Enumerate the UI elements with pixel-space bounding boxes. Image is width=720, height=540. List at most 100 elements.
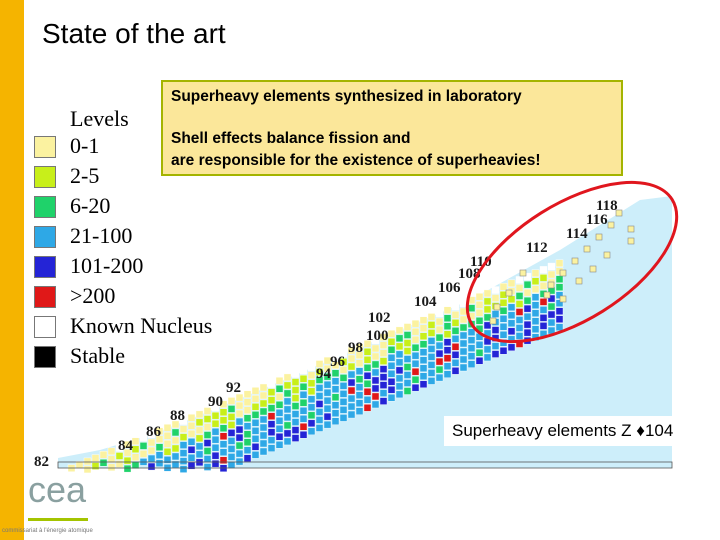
nuclide-cell <box>291 386 300 394</box>
nuclide-cell <box>299 423 308 431</box>
info-callout-heading: Superheavy elements synthesized in labor… <box>171 88 522 105</box>
nuclide-cell <box>355 383 364 391</box>
nuclide-cell <box>131 445 140 453</box>
nuclide-cell <box>499 307 508 315</box>
legend-label: 2-5 <box>70 163 100 188</box>
legend-item-21-100: 21-100 <box>32 223 242 250</box>
nuclide-cell <box>427 369 436 377</box>
nuclide-cell <box>227 405 236 413</box>
nuclide-cell <box>227 413 236 421</box>
nuclide-cell <box>291 410 300 418</box>
superheavy-caption: Superheavy elements Z ♦104 <box>444 416 719 446</box>
nuclide-cell <box>163 440 172 448</box>
nuclide-cell <box>235 393 244 402</box>
nuclide-cell <box>475 317 484 325</box>
nuclide-cell <box>251 411 260 419</box>
nuclide-cell <box>443 338 452 346</box>
nuclide-cell <box>387 354 396 362</box>
nuclide-cell <box>547 302 556 311</box>
nuclide-cell <box>291 394 300 402</box>
nuclide-cell <box>243 446 252 454</box>
nuclide-cell <box>547 310 556 319</box>
legend-item-0-1: 0-1 <box>32 133 242 160</box>
nuclide-cell <box>339 406 348 414</box>
nuclide-cell <box>195 450 204 459</box>
nuclide-cell <box>283 429 292 438</box>
nuclide-cell <box>347 394 356 403</box>
nuclide-cell <box>355 367 364 375</box>
nuclide-cell <box>395 374 404 383</box>
nuclide-cell <box>387 378 396 386</box>
nuclide-cell <box>179 417 188 425</box>
nuclide-cell <box>227 453 236 461</box>
nuclide-cell <box>483 321 492 330</box>
nuclide-cell <box>507 303 516 312</box>
nuclide-cell <box>259 391 268 400</box>
nuclide-cell <box>539 314 548 322</box>
nuclide-cell <box>483 289 492 298</box>
nuclide-cell <box>267 436 276 444</box>
nuclide-cell <box>211 443 220 452</box>
nuclide-cell <box>435 373 444 382</box>
nuclide-cell <box>179 457 188 465</box>
nuclide-cell <box>451 335 460 343</box>
nuclide-cell <box>531 325 540 333</box>
legend-label: Stable <box>70 343 125 368</box>
nuclide-cell <box>523 328 532 337</box>
nuclide-cell <box>307 427 316 436</box>
nuclide-cell <box>459 347 468 356</box>
nuclide-cell <box>347 354 356 363</box>
nuclide-cell <box>323 356 332 365</box>
nuclide-cell <box>507 327 516 336</box>
nuclide-cell <box>331 369 340 377</box>
nuclide-cell <box>459 315 468 324</box>
nuclide-cell <box>323 420 332 429</box>
nuclide-cell <box>259 439 268 448</box>
legend-swatch-101-200 <box>34 256 56 278</box>
nuclide-cell <box>387 394 396 402</box>
legend-item-over-200: >200 <box>32 283 242 310</box>
nuclide-cell <box>443 322 452 330</box>
nuclide-cell <box>307 371 316 380</box>
nuclide-cell <box>211 411 220 420</box>
nuclide-cell <box>251 419 260 427</box>
legend-label: 0-1 <box>70 133 100 158</box>
nuclide-cell <box>331 385 340 393</box>
nuclide-cell <box>275 425 284 433</box>
nuclide-cell <box>267 420 276 428</box>
nuclide-cell <box>419 380 428 388</box>
nuclide-cell <box>283 421 292 430</box>
nuclide-cell <box>267 428 276 436</box>
nuclide-cell <box>107 455 116 464</box>
nuclide-cell <box>235 433 244 442</box>
nuclide-cell <box>451 319 460 327</box>
nuclide-cell <box>467 304 476 312</box>
nuclide-cell <box>227 429 236 437</box>
nuclide-cell <box>483 313 492 322</box>
nuclide-cell <box>507 295 516 304</box>
nuclide-cell <box>467 352 476 360</box>
nuclide-cell <box>195 418 204 427</box>
nuclide-cell <box>379 373 388 381</box>
nuclide-cell <box>155 443 164 451</box>
nuclide-cell <box>251 451 260 459</box>
nuclide-cell <box>147 446 156 455</box>
nuclide-cell <box>203 415 212 423</box>
nuclide-cell <box>227 445 236 453</box>
z-number-label: 94 <box>316 366 332 382</box>
nuclide-cell <box>147 462 156 471</box>
superheavy-nuclide-cell <box>519 269 527 277</box>
nuclide-cell <box>275 441 284 449</box>
nuclide-cell <box>539 274 548 282</box>
nuclide-cell <box>251 403 260 411</box>
z-number-label: 116 <box>586 212 608 228</box>
nuclide-cell <box>339 358 348 366</box>
nuclide-cell <box>307 379 316 388</box>
nuclide-cell <box>547 294 556 303</box>
nuclide-cell <box>323 388 332 397</box>
nuclide-cell <box>299 431 308 439</box>
nuclide-cell <box>395 358 404 367</box>
nuclide-cell <box>363 356 372 364</box>
z-number-label: 118 <box>596 198 618 214</box>
nuclide-cell <box>275 409 284 417</box>
